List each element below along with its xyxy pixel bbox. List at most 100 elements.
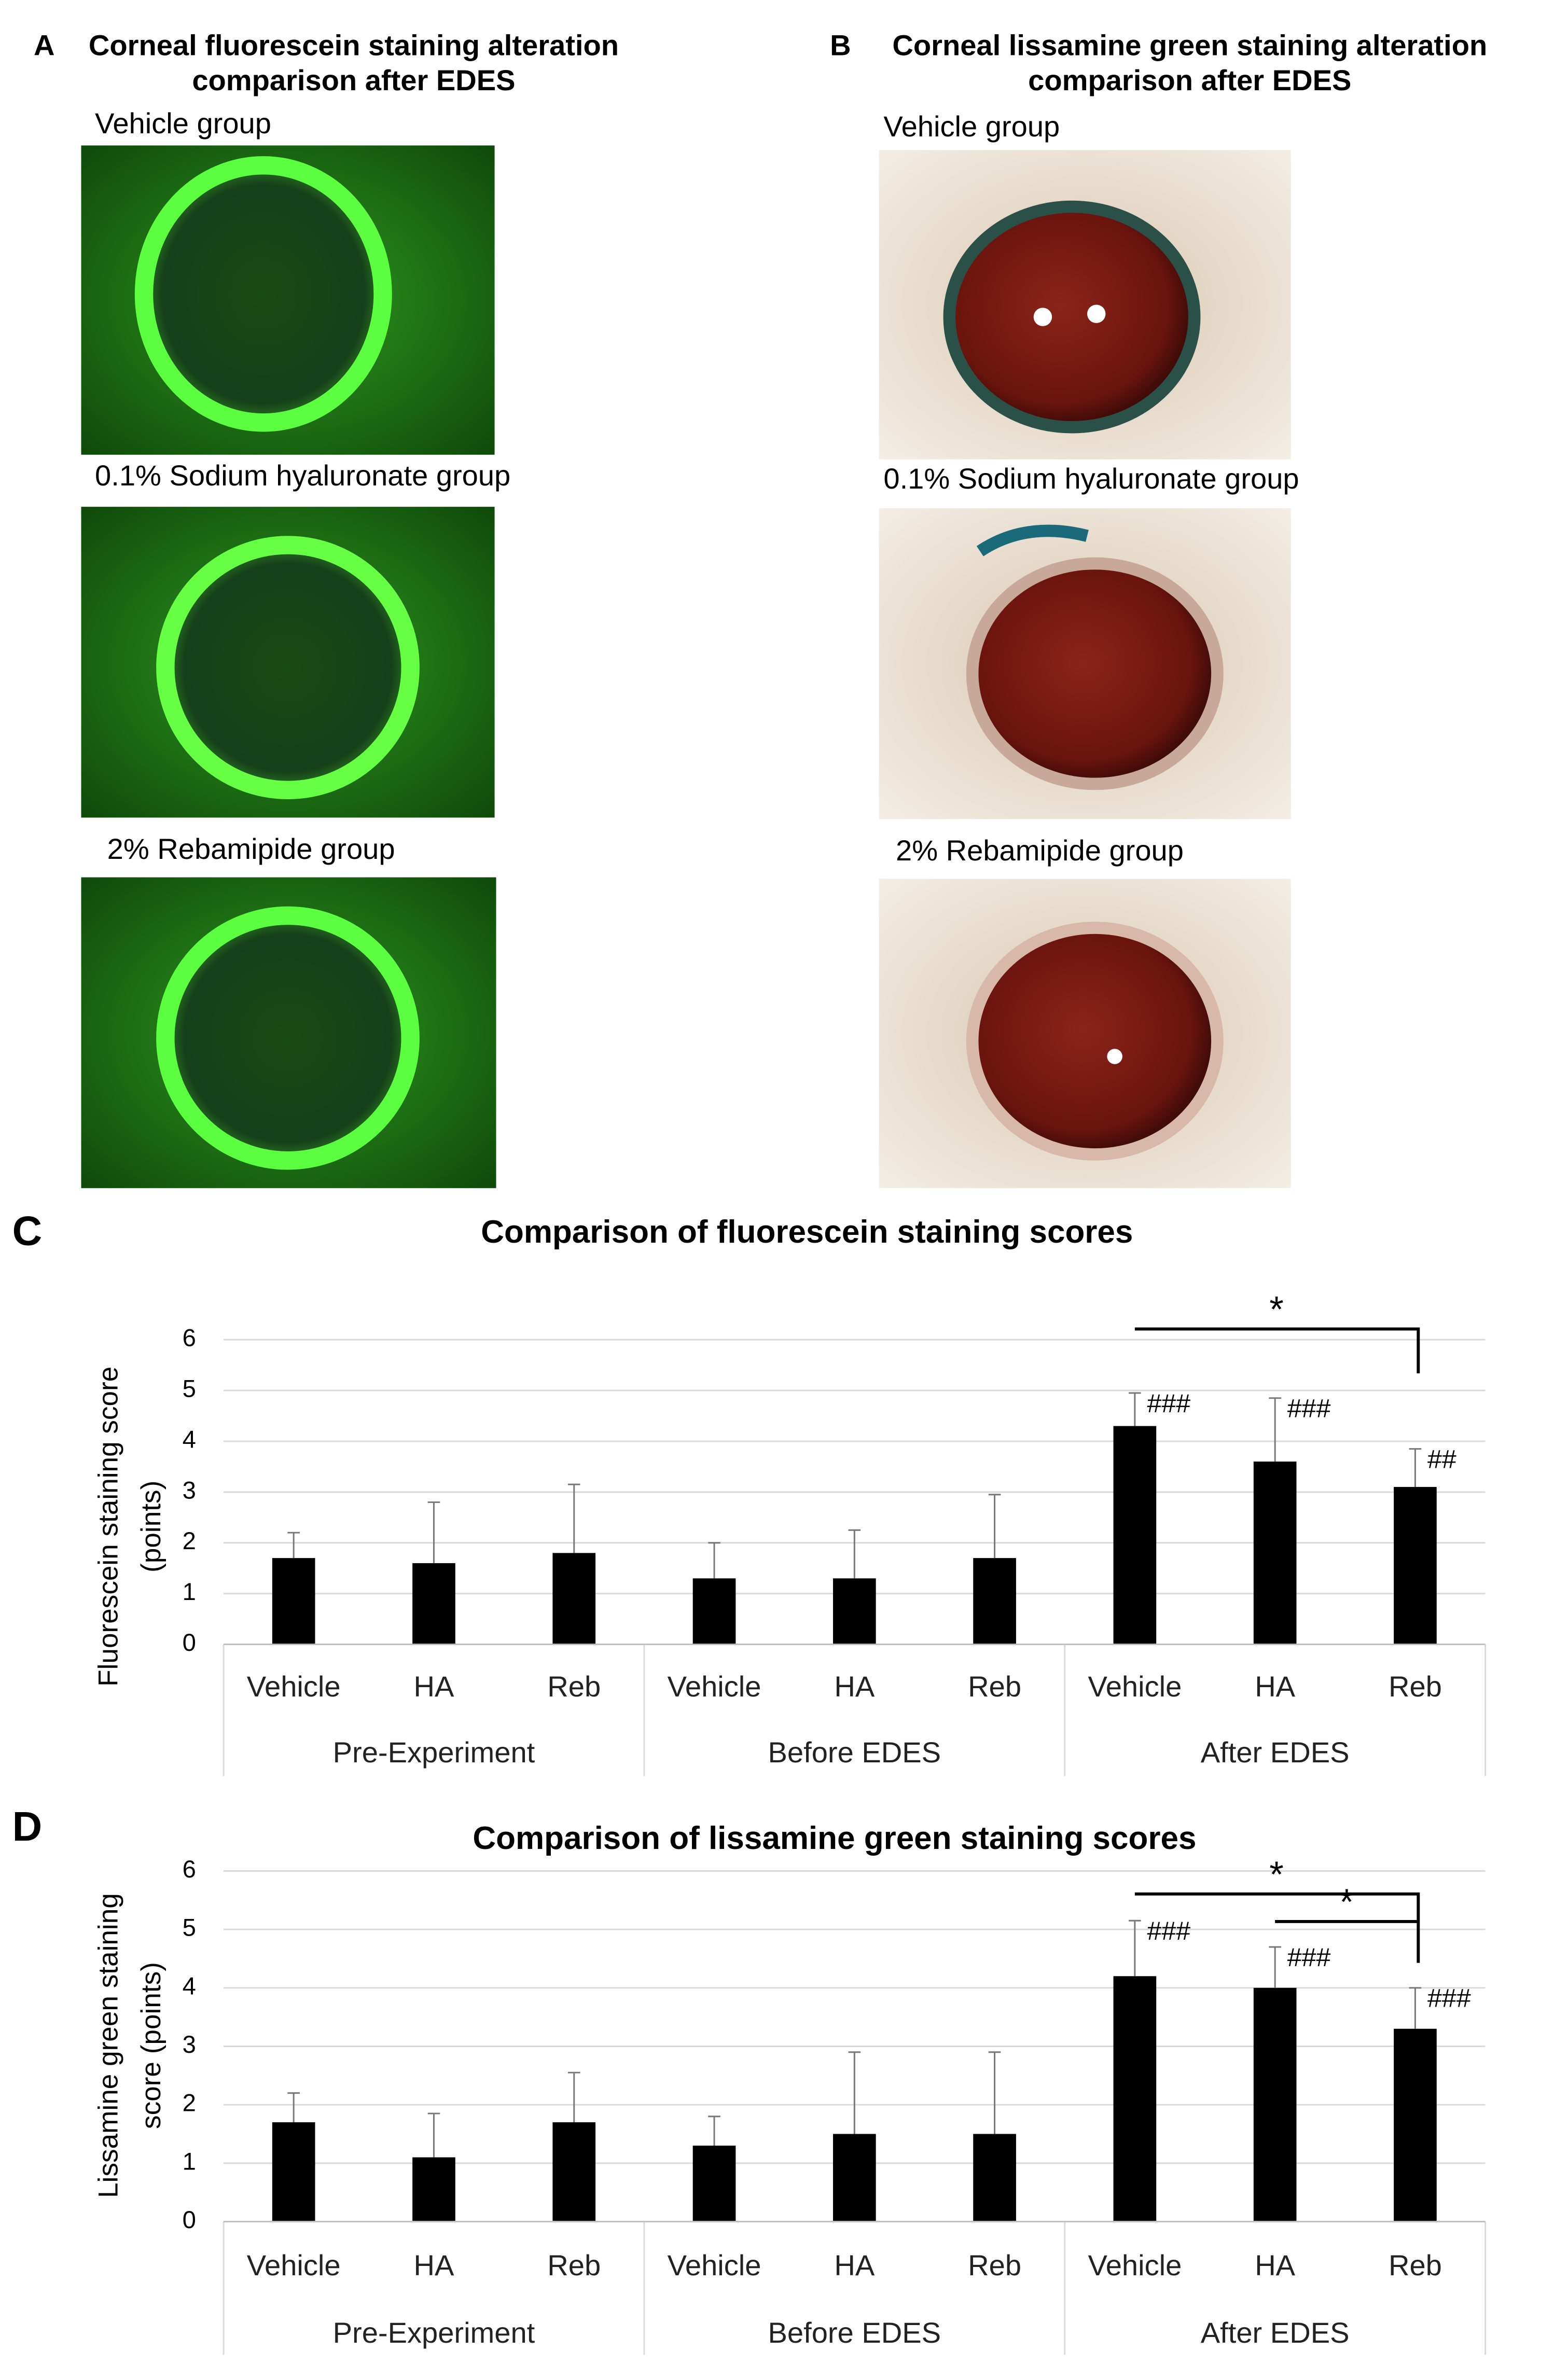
comparison-label: * [1339,1882,1354,1923]
group-label: Pre-Experiment [333,2316,535,2349]
group-label: After EDES [1201,2316,1350,2349]
comparison-label: * [1269,1289,1284,1330]
error-bar [1269,1946,1281,1988]
comparison-bracket [1134,1892,1420,1963]
significance-label: ### [1147,1389,1190,1418]
panel-title: Corneal fluorescein staining alteration [89,29,619,61]
bar [1253,1987,1297,2222]
chart-title: Comparison of lissamine green staining s… [473,1820,1196,1856]
error-bar [708,1542,720,1579]
x-tick-label: Reb [547,1670,601,1703]
photo-panel-b: B Corneal lissamine green staining alter… [830,29,1487,1188]
photo-panel-a: A Corneal fluorescein staining alteratio… [34,29,619,1188]
panel-letter: D [12,1803,43,1849]
bar [832,1578,876,1645]
error-bar [287,2092,300,2122]
y-tick-label: 4 [183,1972,196,2000]
bar [272,2122,315,2222]
y-axis-label: Fluorescein staining score [93,1367,124,1687]
bar [1113,1976,1157,2222]
comparison-label: * [1269,1854,1284,1895]
panel-letter: C [12,1207,43,1254]
x-tick-label: Reb [547,2249,601,2281]
group-label: Pre-Experiment [333,1736,535,1769]
x-tick-label: Vehicle [1088,2249,1182,2281]
y-axis-label: score (points) [136,1962,166,2129]
significance-label: ### [1287,1943,1331,1972]
x-tick-label: Reb [968,2249,1021,2281]
panel-title: comparison after EDES [192,64,515,96]
photo-caption: 2% Rebamipide group [107,832,395,865]
bar [692,2146,736,2222]
y-tick-label: 3 [183,2031,196,2058]
panel-letter: A [34,29,55,61]
y-tick-label: 0 [183,1629,196,1657]
bar [552,1553,596,1645]
photo-caption: 2% Rebamipide group [896,834,1184,867]
y-axis-label: (points) [136,1481,166,1573]
error-bar [1409,1448,1422,1487]
y-tick-label: 6 [183,1856,196,1883]
photo-caption: Vehicle group [95,107,271,140]
group-label: Before EDES [768,1736,941,1769]
bar [832,2134,876,2222]
error-bar [848,1529,861,1579]
photo [879,879,1291,1188]
x-tick-label: Vehicle [668,2249,761,2281]
x-tick-label: Vehicle [1088,1670,1182,1703]
error-bar [1129,1919,1141,1977]
error-bar [287,1532,300,1559]
bar [973,2134,1016,2222]
x-tick-label: Reb [968,1670,1021,1703]
y-axis-label: Lissamine green staining [93,1893,124,2198]
x-tick-label: HA [413,1670,454,1703]
photo-caption: 0.1% Sodium hyaluronate group [883,462,1299,495]
error-bar [988,1494,1001,1559]
error-bar [567,2071,580,2122]
error-bar [1269,1397,1281,1462]
x-tick-label: HA [413,2249,454,2281]
error-bar [567,1483,580,1553]
photo [81,507,495,818]
x-tick-label: Vehicle [247,2249,341,2281]
significance-label: ## [1427,1444,1456,1473]
chart-title: Comparison of fluorescein staining score… [481,1214,1133,1250]
comparison-bracket [1134,1327,1420,1374]
photo [81,877,496,1188]
error-bar [1129,1392,1141,1426]
significance-label: ### [1287,1394,1331,1423]
photo [879,150,1291,460]
bar [412,2157,455,2222]
y-tick-label: 4 [183,1426,196,1453]
bar [1394,2028,1437,2222]
x-tick-label: Reb [1389,2249,1442,2281]
panel-title: Corneal lissamine green staining alterat… [892,29,1487,61]
panel-letter: B [830,29,851,61]
bar [412,1563,455,1645]
bar [1394,1487,1437,1645]
bar [1253,1462,1297,1645]
group-label: Before EDES [768,2316,941,2349]
y-tick-label: 5 [183,1375,196,1402]
significance-label: ### [1427,1984,1471,2013]
y-tick-label: 1 [183,2148,196,2175]
error-bar [708,2116,720,2146]
error-bar [427,2112,440,2158]
x-tick-label: Vehicle [668,1670,761,1703]
y-tick-label: 2 [183,1527,196,1555]
y-tick-label: 2 [183,2090,196,2117]
x-tick-label: HA [834,2249,875,2281]
panel-title: comparison after EDES [1028,64,1351,96]
y-tick-label: 6 [183,1325,196,1352]
x-tick-label: HA [1255,1670,1295,1703]
x-tick-label: HA [834,1670,875,1703]
photo [81,145,495,455]
y-tick-label: 0 [183,2206,196,2234]
y-tick-label: 5 [183,1914,196,1942]
bar [552,2122,596,2222]
error-bar [848,2051,861,2134]
error-bar [1409,1987,1422,2029]
error-bar [988,2051,1001,2134]
x-tick-label: Reb [1389,1670,1442,1703]
